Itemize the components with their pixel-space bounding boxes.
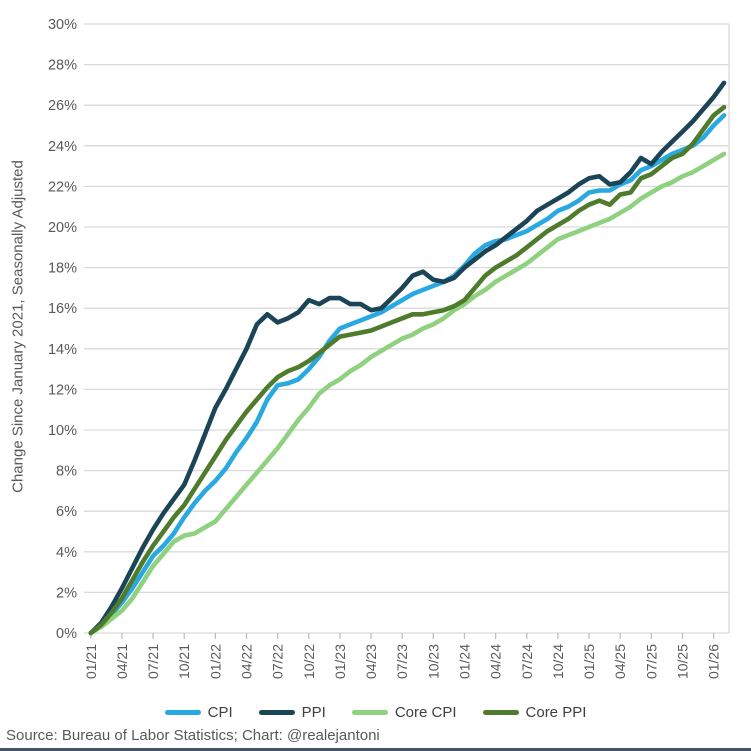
legend-swatch-icon xyxy=(351,709,388,715)
y-tick-label: 26% xyxy=(48,98,77,114)
y-tick-label: 14% xyxy=(48,342,77,358)
x-tick-label: 04/22 xyxy=(239,644,255,679)
series-line-core-cpi xyxy=(88,151,727,636)
x-tick-label: 07/23 xyxy=(394,644,410,679)
chart-legend: CPI PPI Core CPI Core PPI xyxy=(0,699,751,725)
y-tick-label: 10% xyxy=(48,423,77,439)
legend-swatch-icon xyxy=(482,709,519,715)
y-tick-label: 22% xyxy=(48,179,77,195)
legend-item-core-cpi: Core CPI xyxy=(351,703,457,721)
legend-item-ppi: PPI xyxy=(258,703,326,721)
x-tick-label: 07/21 xyxy=(145,644,161,679)
y-tick-label: 4% xyxy=(56,545,77,561)
x-tick-label: 07/24 xyxy=(519,644,535,679)
x-tick-label: 10/21 xyxy=(176,644,192,679)
x-tick-label: 01/24 xyxy=(456,644,472,679)
y-tick-label: 24% xyxy=(48,139,77,155)
y-tick-label: 2% xyxy=(56,585,77,601)
x-tick-label: 07/22 xyxy=(270,644,286,679)
x-tick-label: 04/25 xyxy=(612,644,628,679)
legend-label: Core CPI xyxy=(394,703,457,721)
x-tick-label: 01/25 xyxy=(581,644,597,679)
y-axis-title: Change Since January 2021, Seasonally Ad… xyxy=(9,160,27,493)
y-tick-label: 18% xyxy=(48,261,77,277)
x-tick-label: 07/25 xyxy=(643,644,659,679)
x-tick-label: 01/26 xyxy=(706,644,722,679)
bottom-rule xyxy=(0,748,751,751)
x-tick-label: 10/22 xyxy=(301,644,317,679)
y-tick-label: 30% xyxy=(48,17,77,33)
x-tick-label: 01/21 xyxy=(83,644,99,679)
series-line-cpi xyxy=(88,113,727,636)
x-tick-label: 04/23 xyxy=(363,644,379,679)
y-tick-label: 28% xyxy=(48,58,77,74)
y-tick-label: 20% xyxy=(48,220,77,236)
y-tick-label: 16% xyxy=(48,301,77,317)
legend-swatch-icon xyxy=(164,709,201,715)
y-tick-label: 6% xyxy=(56,504,77,520)
x-tick-label: 01/22 xyxy=(207,644,223,679)
x-tick-label: 10/23 xyxy=(425,644,441,679)
series-line-core-ppi xyxy=(88,104,727,636)
legend-label: Core PPI xyxy=(525,703,587,721)
legend-label: PPI xyxy=(301,703,326,721)
x-tick-label: 04/24 xyxy=(488,644,504,679)
x-tick-label: 01/23 xyxy=(332,644,348,679)
y-tick-label: 8% xyxy=(56,464,77,480)
x-tick-label: 10/24 xyxy=(550,644,566,679)
legend-item-core-ppi: Core PPI xyxy=(482,703,587,721)
inflation-line-chart: 0% 2% 4% 6% 8% 10% 12% 14% 16% 18% 20% 22% 24% 26% 28%… xyxy=(48,17,730,679)
x-tick-label: 04/21 xyxy=(114,644,130,679)
legend-label: CPI xyxy=(207,703,233,721)
legend-swatch-icon xyxy=(258,709,295,715)
source-note: Source: Bureau of Labor Statistics; Char… xyxy=(6,727,380,744)
series-line-ppi xyxy=(88,80,727,636)
y-tick-label: 0% xyxy=(56,626,77,642)
y-tick-label: 12% xyxy=(48,382,77,398)
x-tick-label: 10/25 xyxy=(674,644,690,679)
legend-item-cpi: CPI xyxy=(164,703,233,721)
